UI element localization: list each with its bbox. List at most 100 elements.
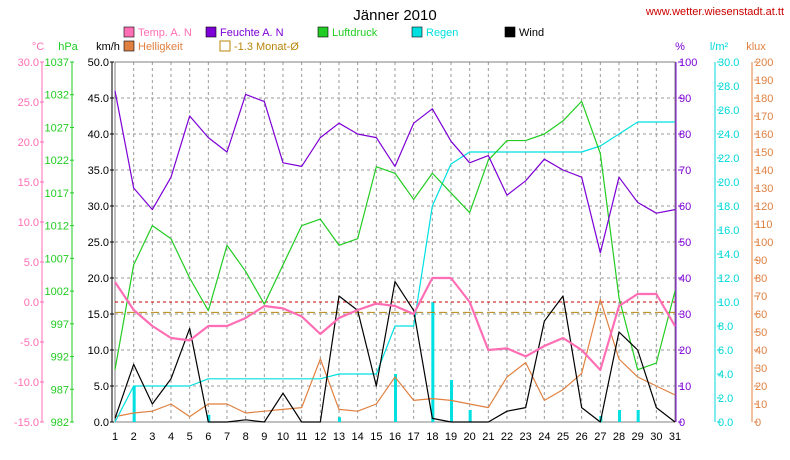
source-link[interactable]: www.wetter.wiesenstadt.at.tt xyxy=(645,6,784,18)
x-tick-label: 6 xyxy=(205,431,211,443)
axis-tick-label: 14.0 xyxy=(718,249,739,261)
axis-tick-label: 25.0 xyxy=(88,237,109,249)
axis-tick-label: 1002 xyxy=(45,286,69,298)
x-tick-label: 21 xyxy=(482,431,494,443)
axis-tick-label: 130 xyxy=(755,183,773,195)
series-line xyxy=(114,90,676,254)
axis-tick-label: 40.0 xyxy=(88,129,109,141)
x-tick-label: 27 xyxy=(594,431,606,443)
axis-tick-label: 20 xyxy=(755,381,767,393)
axis-tick-label: 4.0 xyxy=(718,369,733,381)
axis-tick-label: 150 xyxy=(755,147,773,159)
axis-tick-label: 120 xyxy=(755,201,773,213)
axis-tick-label: 5.0 xyxy=(94,381,109,393)
axis-tick-label: 20 xyxy=(679,345,691,357)
x-tick-label: 23 xyxy=(520,431,532,443)
axis-tick-label: 987 xyxy=(51,384,69,396)
axis-tick-label: 8.0 xyxy=(718,321,733,333)
legend-swatch xyxy=(411,26,423,38)
axis-tick-label: 992 xyxy=(51,352,69,364)
axis-tick-label: 50 xyxy=(755,327,767,339)
x-tick-label: 11 xyxy=(296,431,307,443)
axis-tick-label: 28.0 xyxy=(718,81,739,93)
axis-tick-label: 6.0 xyxy=(718,345,733,357)
axis-tick-label: 70 xyxy=(679,165,691,177)
x-tick-label: 29 xyxy=(632,431,644,443)
rain-bar xyxy=(618,410,621,422)
axis-tick-label: 90 xyxy=(755,255,767,267)
axis-tick-label: 22.0 xyxy=(718,153,739,165)
axis-tick-label: -5.0 xyxy=(20,337,39,349)
x-tick-label: 16 xyxy=(389,431,401,443)
series-line xyxy=(114,121,675,423)
axis-tick-label: 90 xyxy=(679,93,691,105)
legend: Temp. A. N Feuchte A. N Luftdruck Regen Wind… xyxy=(123,26,544,53)
x-tick-label: 25 xyxy=(557,431,569,443)
axis-tick-label: 20.0 xyxy=(718,177,739,189)
axis-tick-label: 100 xyxy=(755,237,773,249)
legend-label: Luftdruck xyxy=(332,27,378,39)
axis-tick-label: 1027 xyxy=(45,122,69,134)
rain-bar xyxy=(207,414,211,422)
axis-tick-label: 24.0 xyxy=(718,129,739,141)
axis-tick-label: -10.0 xyxy=(14,377,39,389)
axis-tick-label: 70 xyxy=(755,291,767,303)
axis-tick-label: 0.0 xyxy=(718,417,733,429)
axis-tick-label: 12.0 xyxy=(718,273,739,285)
rain-bar xyxy=(636,410,640,422)
axis-tick-label: 30.0 xyxy=(18,57,39,69)
axis-unit-label: % xyxy=(675,41,685,53)
axis-tick-label: 5.0 xyxy=(24,257,39,269)
axis-tick-label: 170 xyxy=(755,111,773,123)
axis-tick-label: 16.0 xyxy=(718,225,739,237)
axis-tick-label: 1037 xyxy=(45,57,69,69)
grid xyxy=(114,61,676,423)
axis-tick-label: 60 xyxy=(679,201,691,213)
x-tick-label: 17 xyxy=(408,431,420,443)
axis-unit-label: hPa xyxy=(58,41,78,53)
axis-tick-label: 1012 xyxy=(45,221,69,233)
axis-tick-label: -15.0 xyxy=(14,417,39,429)
x-tick-label: 14 xyxy=(352,431,364,443)
axis-tick-label: 30 xyxy=(679,309,691,321)
axis-unit-label: l/m² xyxy=(710,41,729,53)
x-tick-label: 19 xyxy=(445,431,457,443)
axis-tick-label: 15.0 xyxy=(88,309,109,321)
chart-title: Jänner 2010 xyxy=(353,7,436,24)
axis-tick-label: 190 xyxy=(755,75,773,87)
axis-tick-label: 10 xyxy=(755,399,767,411)
rain-bar xyxy=(338,417,341,422)
x-tick-label: 20 xyxy=(464,431,476,443)
axis-unit-label: km/h xyxy=(96,41,120,53)
x-tick-label: 5 xyxy=(187,431,193,443)
legend-swatch xyxy=(317,26,329,38)
legend-swatch xyxy=(504,26,516,38)
axis-tick-label: 10.0 xyxy=(718,297,739,309)
axis-tick-label: 0.0 xyxy=(94,417,109,429)
axis-tick-label: 60 xyxy=(755,309,767,321)
axis-tick-label: 10.0 xyxy=(18,217,39,229)
axis-tick-label: 30 xyxy=(755,363,767,375)
x-tick-label: 10 xyxy=(277,431,289,443)
x-tick-label: 26 xyxy=(576,431,588,443)
axis-tick-label: 30.0 xyxy=(88,201,109,213)
axis-tick-label: 1032 xyxy=(45,90,69,102)
axes: 1 2 3 4 5 6 7 8 9 10 11 12 13 14 15 16 17 18 19 20 21 22 23 24 2… xyxy=(14,41,773,443)
axis-tick-label: 35.0 xyxy=(88,165,109,177)
rain-bar xyxy=(132,386,136,422)
x-tick-label: 3 xyxy=(149,431,155,443)
axis-tick-label: 40 xyxy=(755,345,767,357)
axis-unit-label: °C xyxy=(32,41,44,53)
x-tick-label: 18 xyxy=(426,431,438,443)
x-tick-label: 22 xyxy=(501,431,513,443)
legend-label: Helligkeit xyxy=(138,41,183,53)
axis-tick-label: 1007 xyxy=(45,253,69,265)
x-tick-label: 2 xyxy=(131,431,137,443)
series-line xyxy=(114,276,676,372)
series-line xyxy=(114,100,676,371)
axis-tick-label: 10.0 xyxy=(88,345,109,357)
axis-tick-label: 10 xyxy=(679,381,691,393)
axis-tick-label: 997 xyxy=(51,319,69,331)
x-tick-label: 24 xyxy=(538,431,550,443)
